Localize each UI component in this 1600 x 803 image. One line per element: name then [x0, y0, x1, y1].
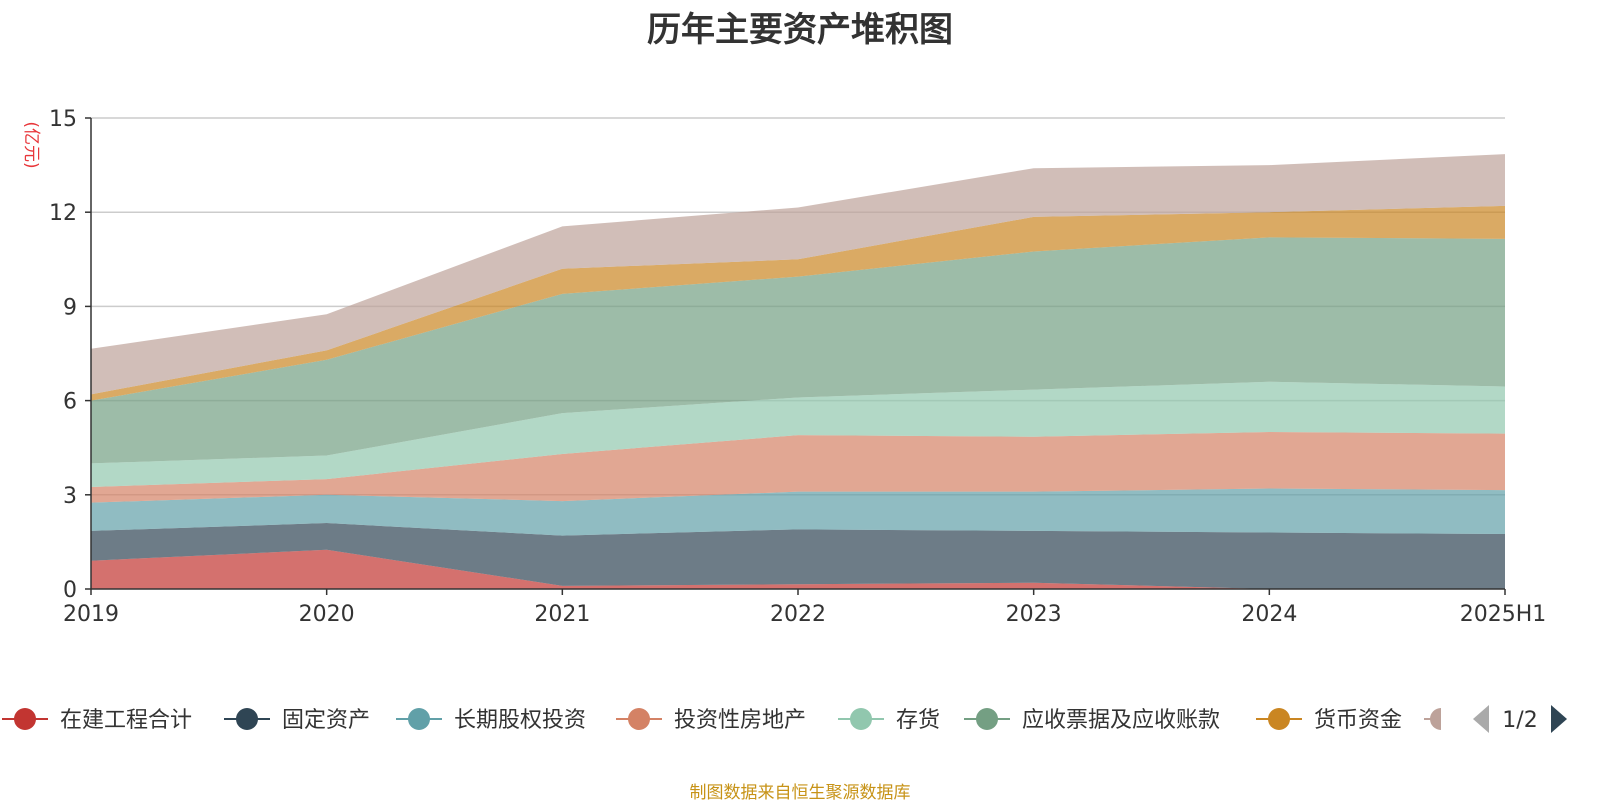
legend-marker — [14, 708, 36, 730]
legend-page-indicator: 1/2 — [1502, 708, 1537, 733]
x-tick-label: 2020 — [299, 602, 355, 627]
x-tick-label: 2024 — [1241, 602, 1297, 627]
legend-label: 存货 — [896, 708, 940, 733]
legend-prev-icon[interactable] — [1473, 705, 1489, 733]
y-tick-label: 0 — [63, 578, 77, 603]
y-tick-label: 6 — [63, 390, 77, 415]
legend-label: 投资性房地产 — [674, 708, 806, 733]
area-series-2 — [91, 488, 1505, 536]
legend-next-icon[interactable] — [1551, 705, 1567, 733]
y-tick-label: 9 — [63, 295, 77, 320]
y-tick-label: 3 — [63, 484, 77, 509]
y-axis-label: (亿元) — [21, 121, 41, 168]
legend-item-7[interactable] — [1424, 708, 1441, 730]
legend-marker — [1268, 708, 1290, 730]
axes: 0 3 6 9 12 15 2019 2020 2021 2022 2023 2024 2025H1 — [49, 107, 1546, 627]
legend-label: 应收票据及应收账款 — [1022, 708, 1220, 733]
legend-marker — [236, 708, 258, 730]
legend-label: 固定资产 — [282, 708, 370, 733]
legend-label: 长期股权投资 — [454, 708, 586, 733]
source-note: 制图数据来自恒生聚源数据库 — [689, 783, 911, 803]
legend-marker — [850, 708, 872, 730]
area-series-layer — [91, 154, 1505, 589]
y-tick-label: 12 — [49, 201, 77, 226]
legend-marker — [408, 708, 430, 730]
area-series-1 — [91, 523, 1505, 589]
area-series-6 — [91, 205, 1505, 401]
legend-label: 货币资金 — [1314, 708, 1402, 733]
y-tick-label: 15 — [49, 107, 77, 132]
x-tick-label: 2025H1 — [1460, 602, 1547, 627]
legend-pager[interactable]: 1/2 — [1473, 705, 1567, 733]
x-tick-label: 2019 — [63, 602, 119, 627]
legend-item-2[interactable]: 长期股权投资 — [396, 708, 586, 733]
legend-item-6[interactable]: 货币资金 — [1256, 708, 1402, 733]
legend-label: 在建工程合计 — [60, 708, 192, 733]
area-series-0 — [91, 549, 1505, 589]
area-series-4 — [91, 381, 1505, 487]
legend-marker — [628, 708, 650, 730]
area-series-3 — [91, 432, 1505, 503]
legend-marker — [976, 708, 998, 730]
x-tick-label: 2022 — [770, 602, 826, 627]
x-tick-label: 2021 — [534, 602, 590, 627]
area-series-7 — [91, 154, 1505, 395]
legend-item-1[interactable]: 固定资产 — [224, 708, 370, 733]
area-series-5 — [91, 237, 1505, 464]
legend-marker-partial — [1430, 708, 1441, 730]
legend-item-3[interactable]: 投资性房地产 — [616, 708, 806, 733]
x-tick-label: 2023 — [1006, 602, 1062, 627]
legend-item-0[interactable]: 在建工程合计 — [2, 708, 192, 733]
legend[interactable]: 在建工程合计 固定资产 长期股权投资 投资性房地产 存货 应收票据及应收账款 货币资金 1/2 — [2, 705, 1567, 733]
chart-title: 历年主要资产堆积图 — [647, 10, 953, 50]
legend-item-5[interactable]: 应收票据及应收账款 — [964, 708, 1220, 733]
legend-item-4[interactable]: 存货 — [838, 708, 940, 733]
